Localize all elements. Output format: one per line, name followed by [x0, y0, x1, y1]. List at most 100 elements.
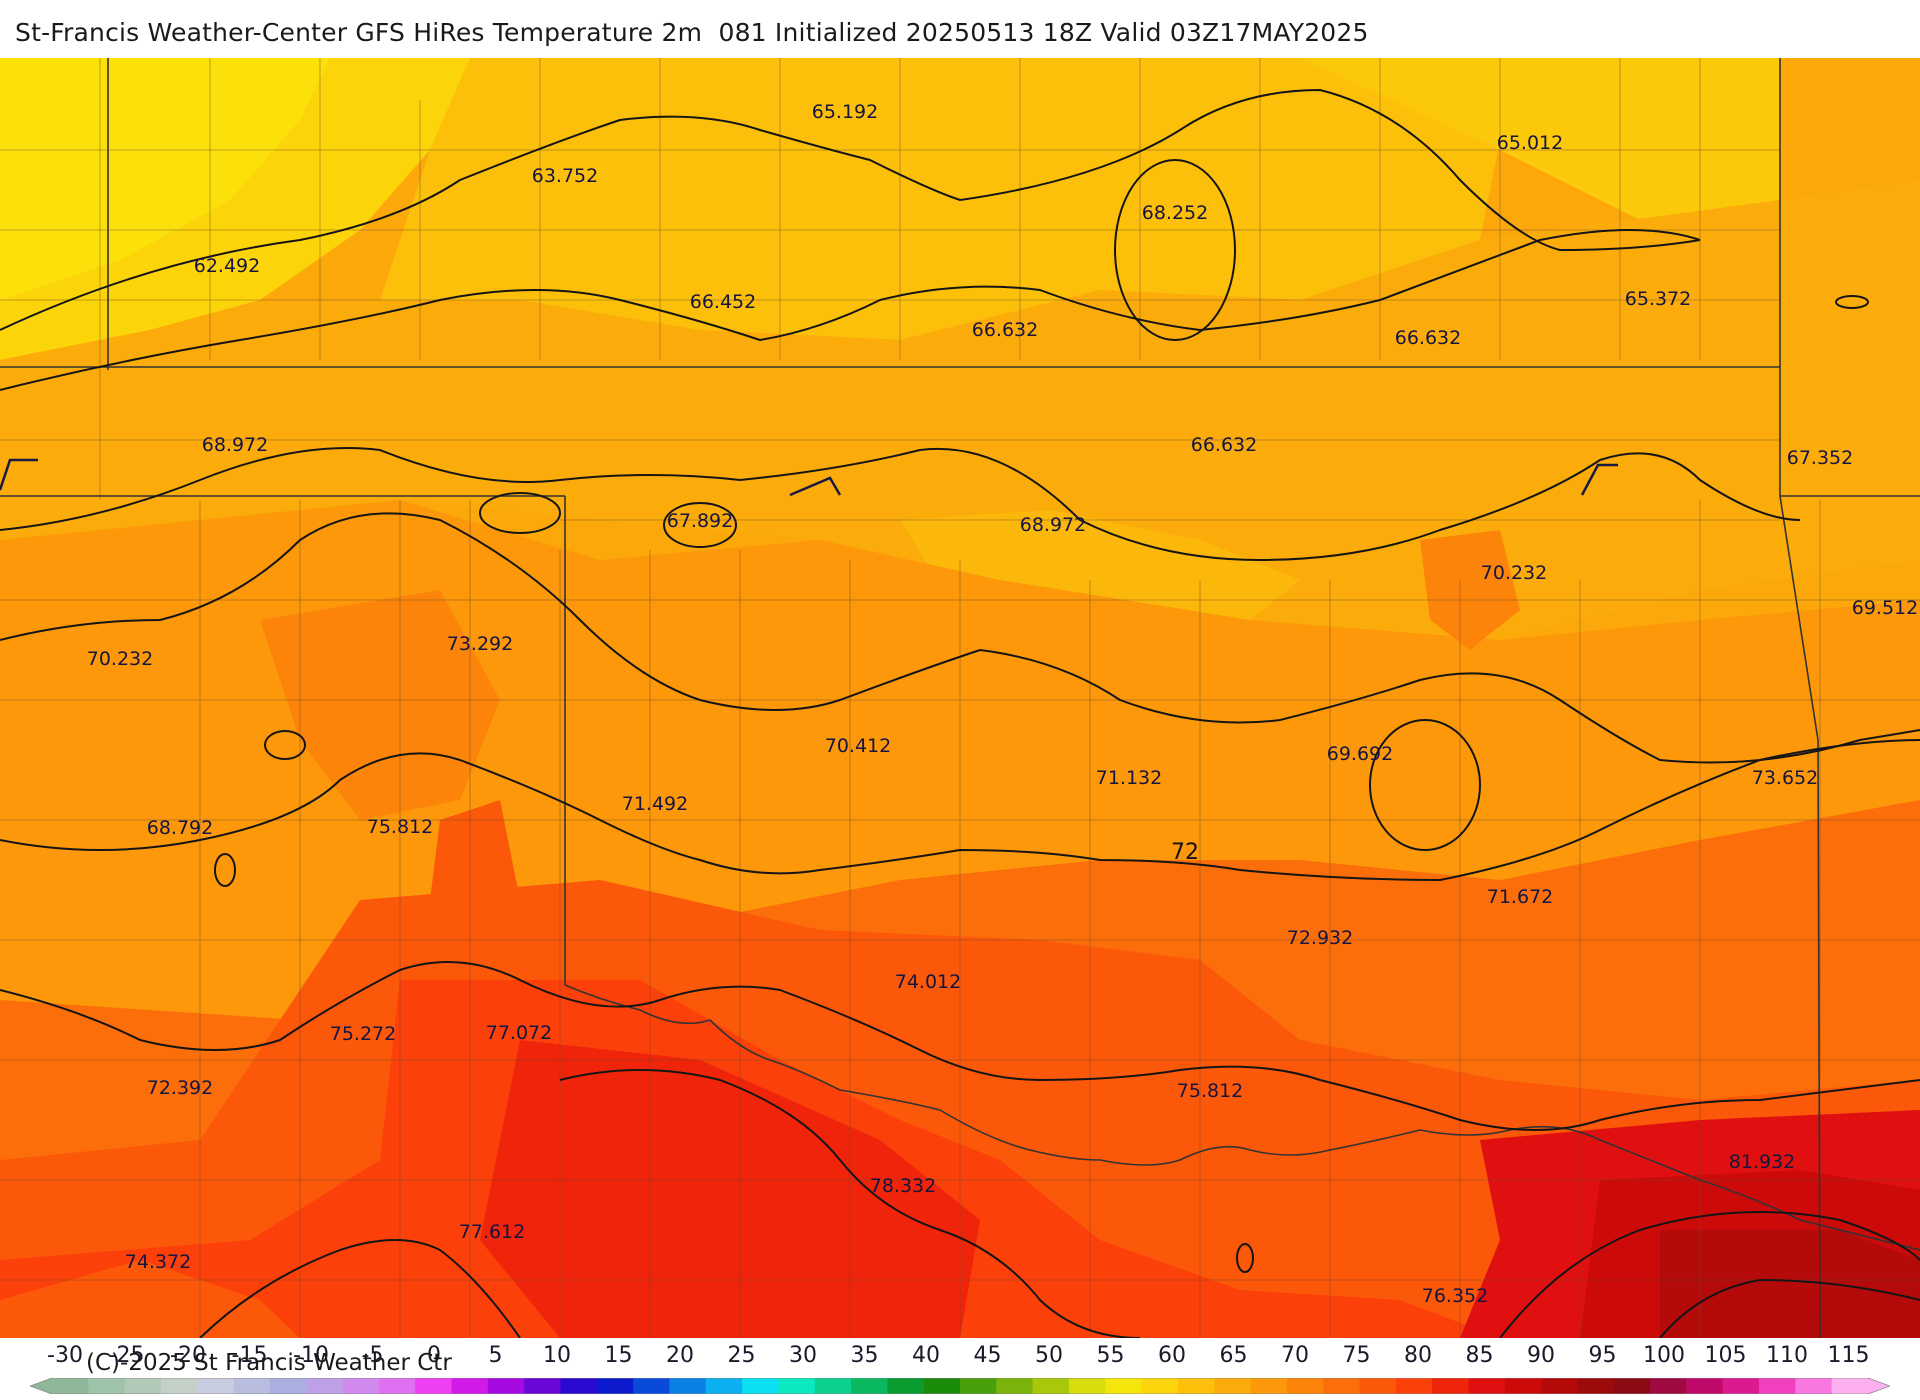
- temperature-value-label: 74.372: [125, 1251, 191, 1273]
- colorbar-swatch: [996, 1378, 1034, 1394]
- temperature-value-label: 68.792: [147, 817, 213, 839]
- colorbar-tick: -15: [231, 1343, 268, 1368]
- colorbar-swatch: [1359, 1378, 1397, 1394]
- temperature-contours: [0, 88, 1920, 1338]
- colorbar-tick: 15: [604, 1343, 633, 1368]
- colorbar-swatch: [52, 1378, 89, 1394]
- colorbar-swatch: [306, 1378, 344, 1394]
- temperature-value-label: 70.232: [87, 648, 153, 670]
- temperature-value-label: 73.292: [447, 633, 513, 655]
- colorbar-swatch: [1759, 1378, 1796, 1394]
- temperature-labels: 65.192 65.012 63.752 68.252 62.492 66.452 66.6…: [87, 101, 1918, 1307]
- contour-label-72: 72: [1171, 840, 1199, 865]
- temperature-value-label: 72.392: [147, 1077, 213, 1099]
- temperature-value-label: 72.932: [1287, 927, 1353, 949]
- colorbar-tick: 60: [1158, 1343, 1186, 1368]
- colorbar-tick: 65: [1219, 1343, 1248, 1368]
- colorbar-swatch: [378, 1378, 416, 1394]
- temperature-value-label: 67.352: [1787, 447, 1853, 469]
- temperature-value-label: 66.632: [1191, 434, 1257, 456]
- colorbar-swatch: [1831, 1378, 1869, 1394]
- county-lines: [0, 58, 1920, 1338]
- temperature-value-label: 70.412: [825, 735, 891, 757]
- temperature-value-label: 65.192: [812, 101, 878, 123]
- temperature-value-label: 69.692: [1327, 743, 1393, 765]
- colorbar-tick: 0: [427, 1343, 441, 1368]
- colorbar-swatch: [233, 1378, 271, 1394]
- colorbar: [30, 1378, 1890, 1394]
- colorbar-swatch: [1650, 1378, 1687, 1394]
- colorbar-tick: 30: [789, 1343, 817, 1368]
- colorbar-swatch: [269, 1378, 307, 1394]
- colorbar-swatch: [1395, 1378, 1433, 1394]
- colorbar-swatch: [1177, 1378, 1215, 1394]
- colorbar-tick: 100: [1643, 1343, 1685, 1368]
- temperature-value-label: 68.252: [1142, 202, 1208, 224]
- wind-barbs: [0, 458, 1618, 497]
- colorbar-swatch: [342, 1378, 380, 1394]
- colorbar-tick: 75: [1342, 1343, 1371, 1368]
- temperature-value-label: 78.332: [870, 1175, 936, 1197]
- colorbar-swatch: [1468, 1378, 1506, 1394]
- temperature-value-label: 66.452: [690, 291, 756, 313]
- colorbar-swatch: [1577, 1378, 1615, 1394]
- colorbar-tick: 50: [1035, 1343, 1063, 1368]
- colorbar-swatch: [887, 1378, 925, 1394]
- temperature-value-label: 75.812: [367, 816, 433, 838]
- colorbar-swatch: [1795, 1378, 1833, 1394]
- colorbar-tick: 35: [850, 1343, 879, 1368]
- temperature-value-label: 74.012: [895, 971, 961, 993]
- colorbar-swatch: [197, 1378, 235, 1394]
- temperature-value-label: 71.492: [622, 793, 688, 815]
- colorbar-swatch: [596, 1378, 634, 1394]
- temperature-map: 72 65.19265.01263.75268.25262.49266.4526…: [0, 58, 1920, 1338]
- map-title: St-Francis Weather-Center GFS HiRes Temp…: [15, 18, 1369, 47]
- colorbar-tick: 40: [912, 1343, 940, 1368]
- colorbar-tick: -20: [170, 1343, 206, 1368]
- colorbar-tick: 5: [488, 1343, 503, 1368]
- colorbar-swatch: [1323, 1378, 1361, 1394]
- temperature-value-label: 76.352: [1422, 1285, 1488, 1307]
- colorbar-swatch: [1613, 1378, 1651, 1394]
- colorbar-swatch: [487, 1378, 525, 1394]
- colorbar-tick: -30: [47, 1343, 83, 1368]
- colorbar-tick: 110: [1766, 1343, 1808, 1368]
- colorbar-swatch: [1286, 1378, 1324, 1394]
- colorbar-swatch: [124, 1378, 162, 1394]
- colorbar-tick: 10: [543, 1343, 571, 1368]
- colorbar-min-arrow: [30, 1378, 52, 1394]
- colorbar-tick: 20: [666, 1343, 694, 1368]
- colorbar-tick: 70: [1281, 1343, 1309, 1368]
- colorbar-tick: 80: [1404, 1343, 1432, 1368]
- temperature-value-label: 81.932: [1729, 1151, 1795, 1173]
- colorbar-max-arrow: [1868, 1378, 1890, 1394]
- colorbar-tick: 95: [1588, 1343, 1617, 1368]
- colorbar-tick: -10: [293, 1343, 329, 1368]
- colorbar-swatch: [1504, 1378, 1542, 1394]
- colorbar-tick-labels: -30 -25 -20 -15 -10 -5 0 5 10 15 20 25 30 35 40 45 50 55 6…: [0, 1343, 1920, 1371]
- colorbar-swatch: [1541, 1378, 1578, 1394]
- colorbar-tick: 55: [1096, 1343, 1125, 1368]
- temperature-value-label: 77.612: [459, 1221, 525, 1243]
- temperature-value-label: 71.132: [1096, 767, 1162, 789]
- colorbar-tick: 85: [1465, 1343, 1494, 1368]
- temperature-value-label: 75.812: [1177, 1080, 1243, 1102]
- colorbar-swatch: [88, 1378, 126, 1394]
- state-borders: [0, 58, 1920, 1338]
- colorbar-swatch: [923, 1378, 961, 1394]
- colorbar-tick: 105: [1704, 1343, 1747, 1368]
- colorbar-tick: -5: [361, 1343, 384, 1368]
- temperature-value-label: 66.632: [1395, 327, 1461, 349]
- colorbar-swatch: [960, 1378, 997, 1394]
- temperature-value-label: 73.652: [1752, 767, 1818, 789]
- temperature-value-label: 62.492: [194, 255, 260, 277]
- colorbar-tick: 25: [727, 1343, 756, 1368]
- colorbar-swatch: [1250, 1378, 1288, 1394]
- temperature-value-label: 66.632: [972, 319, 1038, 341]
- colorbar-swatch: [451, 1378, 489, 1394]
- colorbar-swatch: [415, 1378, 453, 1394]
- temperature-value-label: 65.372: [1625, 288, 1691, 310]
- colorbar-swatch: [742, 1378, 779, 1394]
- colorbar-swatch: [1141, 1378, 1179, 1394]
- colorbar-swatch: [1214, 1378, 1252, 1394]
